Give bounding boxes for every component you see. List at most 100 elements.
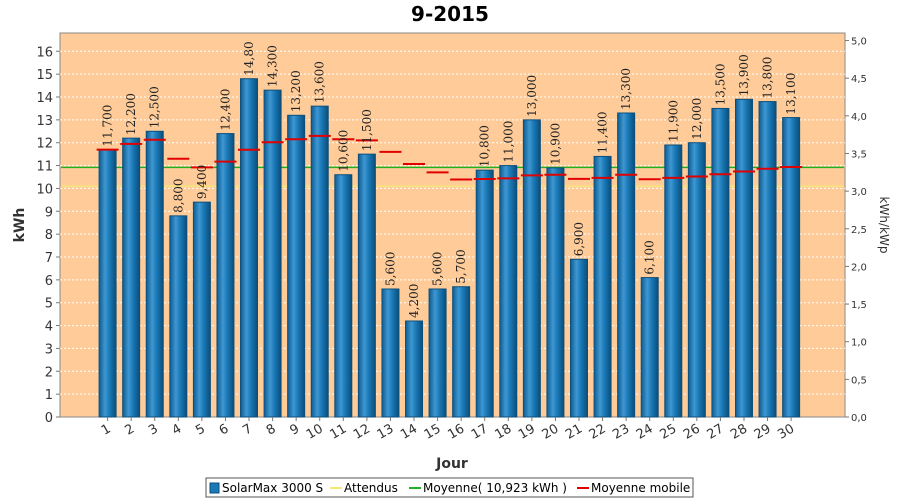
x-tick-label: 7 [240, 421, 255, 438]
x-tick-label: 22 [587, 421, 609, 442]
data-label: 13,500 [713, 63, 727, 105]
data-label: 12,400 [218, 89, 232, 131]
data-label: 8,800 [171, 178, 185, 212]
legend-swatch-bar [209, 482, 220, 494]
bar [593, 155, 612, 418]
bar [145, 130, 164, 418]
bar [428, 288, 447, 418]
x-tick-label: 1 [99, 421, 114, 438]
y-tick-label: 4 [45, 320, 53, 335]
data-label: 6,100 [643, 240, 657, 274]
y2-tick-label: 3,5 [851, 149, 867, 160]
data-label: 5,700 [454, 249, 468, 283]
data-label: 12,500 [148, 86, 162, 128]
y-tick-label: 2 [45, 365, 53, 380]
x-tick-label: 3 [146, 421, 161, 438]
bar [475, 169, 494, 418]
bar [499, 165, 518, 418]
bar [640, 277, 659, 418]
data-label: 4,200 [407, 284, 421, 318]
bar [310, 105, 329, 418]
x-tick-label: 10 [304, 421, 326, 442]
x-tick-label: 19 [516, 421, 538, 442]
bar [405, 320, 424, 418]
y-tick-label: 7 [45, 251, 53, 266]
data-label: 11,900 [666, 100, 680, 142]
y2-tick-label: 2,5 [851, 225, 867, 236]
data-label: 13,100 [784, 73, 798, 115]
bar [192, 201, 211, 418]
bar [570, 258, 588, 418]
bar [546, 167, 565, 418]
bar [98, 149, 117, 418]
bar [381, 288, 400, 418]
y-tick-label: 14 [36, 91, 53, 106]
y2-tick-label: 2,0 [851, 262, 867, 273]
data-label: 5,600 [383, 252, 397, 286]
x-tick-label: 26 [681, 421, 703, 442]
data-label: 14,80 [242, 41, 256, 75]
legend-box [205, 477, 694, 498]
data-label: 11,700 [101, 105, 115, 147]
x-tick-label: 18 [492, 421, 514, 442]
x-tick-label: 30 [775, 421, 797, 442]
x-tick-label: 13 [375, 421, 397, 442]
x-tick-label: 27 [705, 421, 727, 442]
y-tick-label: 0 [45, 411, 53, 426]
y-tick-label: 6 [45, 274, 53, 289]
data-label: 6,900 [572, 222, 586, 256]
x-tick-label: 14 [398, 421, 420, 442]
legend: SolarMax 3000 S Attendus Moyenne( 10,923… [205, 477, 694, 498]
data-label: 10,600 [336, 130, 350, 172]
bar [240, 78, 259, 418]
data-label: 11,000 [501, 121, 515, 163]
moving-average-series [96, 134, 803, 181]
x-tick-label: 11 [327, 421, 349, 442]
x-tick-label: 29 [752, 421, 774, 442]
bar [287, 114, 306, 418]
x-tick-label: 28 [728, 421, 750, 442]
x-tick-label: 9 [287, 421, 302, 438]
data-label: 13,200 [289, 70, 303, 112]
data-label: 9,400 [195, 165, 209, 199]
data-label: 13,000 [525, 75, 539, 117]
legend-item-moyenne: Moyenne( 10,923 kWh ) [423, 481, 567, 495]
bar [734, 98, 753, 418]
bar [216, 133, 235, 418]
y-tick-label: 15 [36, 68, 53, 83]
x-tick-label: 4 [170, 421, 185, 438]
legend-item-attendus: Attendus [344, 481, 398, 495]
data-label: 12,200 [124, 93, 138, 135]
x-tick-label: 5 [193, 421, 208, 438]
data-label: 13,300 [619, 68, 633, 110]
x-tick-label: 12 [351, 421, 373, 442]
bar [664, 144, 683, 418]
x-tick-label: 17 [469, 421, 491, 442]
bar [263, 89, 282, 418]
data-labels: 11,700 12,200 12,500 8,800 9,400 12,400 14,80 1… [101, 41, 799, 318]
x-tick-label: 20 [540, 421, 562, 442]
y-tick-label: 8 [45, 228, 53, 243]
bar [122, 137, 141, 418]
chart-title: 9-2015 [411, 2, 489, 26]
y2-axis: 0,0 0,5 1,0 1,5 2,0 2,5 3,0 3,5 4,0 4,5 5,0 [845, 37, 867, 424]
data-label: 10,800 [478, 125, 492, 167]
bar [334, 174, 353, 418]
y2-tick-label: 0,5 [851, 375, 867, 386]
data-label: 14,300 [266, 45, 280, 87]
y-tick-label: 10 [36, 182, 53, 197]
y-tick-label: 16 [36, 45, 53, 60]
x-tick-label: 8 [264, 421, 279, 438]
x-tick-label: 25 [657, 421, 679, 442]
data-label: 13,900 [737, 54, 751, 96]
bar [357, 153, 376, 418]
y-tick-label: 11 [36, 160, 53, 175]
bar [522, 119, 541, 418]
x-tick-label: 15 [422, 421, 444, 442]
y2-tick-label: 0,0 [851, 413, 867, 424]
x-tick-label: 16 [445, 421, 467, 442]
y2-tick-label: 1,0 [851, 338, 867, 349]
x-tick-label: 2 [122, 421, 137, 438]
bar [782, 117, 801, 418]
